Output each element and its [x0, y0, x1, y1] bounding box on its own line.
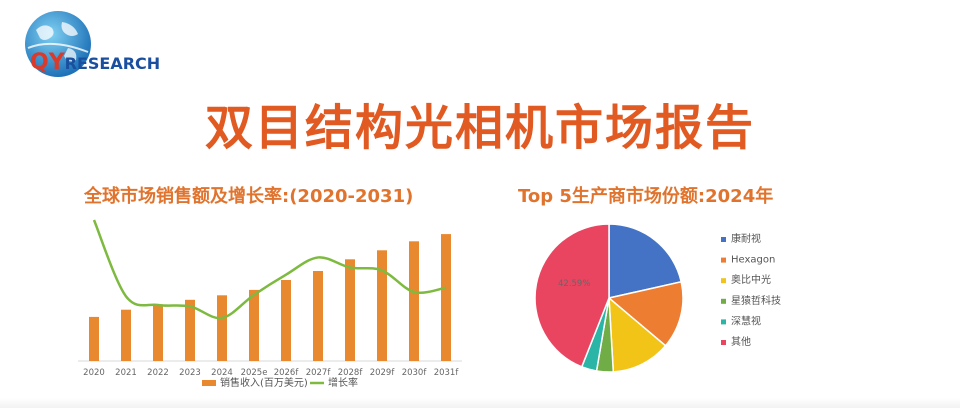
x-tick-label: 2028f: [338, 368, 364, 378]
legend-label-sales: 销售收入(百万美元): [220, 376, 308, 389]
sales-bar: [217, 295, 227, 361]
legend-swatch: [721, 319, 726, 325]
sales-bar: [153, 304, 163, 361]
legend-swatch: [721, 257, 726, 263]
pie-chart-title: Top 5生产商市场份额:2024年: [518, 186, 774, 207]
legend-label: 奥比中光: [731, 273, 771, 286]
legend-label: 星猿哲科技: [731, 294, 781, 307]
pie-slice: [534, 223, 610, 368]
sales-bar: [313, 271, 323, 361]
legend-swatch: [721, 298, 726, 304]
pie-slice: [608, 223, 683, 299]
sales-bar: [185, 299, 195, 361]
legend-label: 深慧视: [731, 314, 761, 327]
legend-label: 其他: [731, 335, 751, 348]
bottom-divider: [0, 398, 960, 408]
pie-data-label: 42.59%: [558, 279, 590, 289]
x-tick-label: 2031f: [434, 368, 460, 378]
sales-bar: [441, 234, 451, 361]
sales-bar: [377, 250, 387, 361]
sales-bar: [249, 289, 259, 361]
sales-bar: [409, 241, 419, 361]
legend-label-growth: 增长率: [328, 376, 358, 389]
x-tick-label: 2025e: [241, 368, 268, 378]
sales-growth-chart: 2020 2021 2022 2023 2024 2025e 2026f 2027f 2028f…: [78, 219, 462, 389]
x-tick-label: 2027f: [306, 368, 332, 378]
x-tick-label: 2020: [83, 368, 105, 378]
qyresearch-logo: QYRESEARCH: [14, 6, 174, 86]
logo-suffix: RESEARCH: [64, 54, 161, 73]
x-tick-label: 2022: [147, 368, 169, 378]
logo-wordmark: QYRESEARCH: [30, 50, 160, 75]
globe-icon: [25, 11, 91, 77]
x-tick-label: 2024: [211, 368, 233, 378]
x-tick-label: 2023: [179, 368, 201, 378]
x-tick-label: 2030f: [402, 368, 428, 378]
page-title: 双目结构光相机市场报告: [204, 100, 755, 156]
pie-slice: [608, 296, 667, 373]
legend-label: Hexagon: [731, 255, 775, 266]
legend-swatch: [721, 278, 726, 284]
sales-bar: [121, 309, 131, 361]
legend-swatch-sales: [202, 380, 216, 386]
bar-chart-title: 全球市场销售额及增长率:(2020-2031): [84, 186, 414, 207]
logo-prefix: QY: [30, 50, 65, 75]
pie-slice: [607, 280, 684, 347]
sales-bar: [89, 316, 99, 361]
legend-label: 康耐视: [731, 232, 761, 245]
x-tick-label: 2029f: [370, 368, 396, 378]
legend-swatch: [721, 237, 726, 242]
growth-rate-line: [92, 219, 447, 320]
sales-bar: [345, 259, 355, 361]
x-tick-label: 2021: [115, 368, 137, 378]
x-tick-label: 2026f: [274, 368, 300, 378]
legend-swatch: [721, 340, 726, 345]
sales-bar: [281, 280, 291, 361]
